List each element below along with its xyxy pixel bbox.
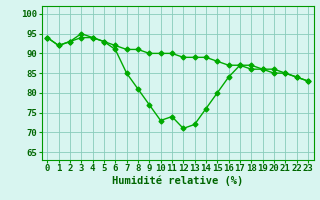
X-axis label: Humidité relative (%): Humidité relative (%) [112, 176, 243, 186]
